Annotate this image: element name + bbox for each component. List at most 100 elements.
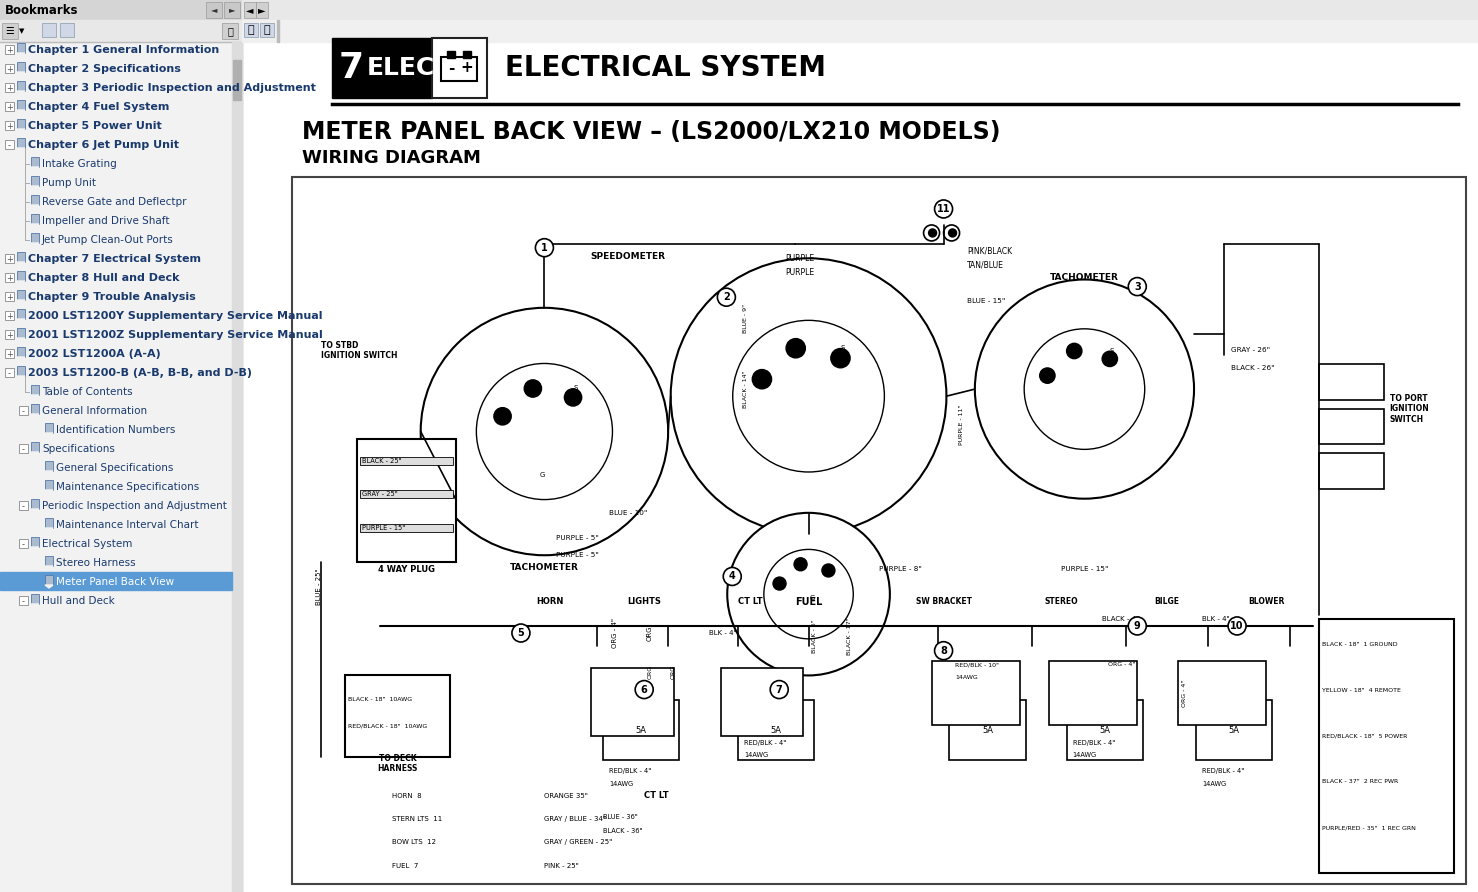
Circle shape [1128, 277, 1147, 295]
Text: 4: 4 [729, 572, 736, 582]
Circle shape [1228, 617, 1246, 635]
Bar [4, 330, 13, 339]
Bar [4, 45, 13, 54]
Text: BLUE - 36": BLUE - 36" [603, 814, 638, 820]
Text: YELLOW - 18"  4 REMOTE: YELLOW - 18" 4 REMOTE [1323, 688, 1401, 693]
Bar [4, 273, 13, 282]
Text: GRAY - 25": GRAY - 25" [362, 491, 398, 497]
Text: PURPLE - 15": PURPLE - 15" [1061, 566, 1108, 573]
Text: Hull and Deck: Hull and Deck [41, 596, 115, 606]
Bar [738, 700, 814, 760]
Text: Electrical System: Electrical System [41, 539, 133, 549]
Text: -: - [7, 369, 10, 378]
Bar [0, 0, 242, 892]
Text: BLUE - 15": BLUE - 15" [967, 298, 1005, 303]
Text: BLACK - 25": BLACK - 25" [362, 458, 401, 464]
Circle shape [476, 363, 612, 500]
Bar [31, 442, 38, 452]
Bar [18, 43, 25, 53]
Bar [44, 556, 53, 566]
Text: 5A: 5A [636, 726, 647, 735]
Text: Meter Panel Back View: Meter Panel Back View [56, 577, 174, 587]
Text: Bookmarks: Bookmarks [4, 4, 78, 16]
Bar [232, 42, 242, 892]
Bar [0, 572, 232, 590]
Bar [44, 423, 53, 433]
Bar [18, 328, 25, 338]
Text: 8: 8 [940, 646, 947, 656]
Text: General Information: General Information [41, 406, 148, 416]
Text: +: + [461, 61, 473, 76]
Polygon shape [44, 471, 53, 474]
Text: TO PORT
IGNITION
SWITCH: TO PORT IGNITION SWITCH [1389, 394, 1429, 424]
Polygon shape [44, 433, 53, 436]
Bar [31, 195, 38, 205]
Bar [4, 311, 13, 320]
Polygon shape [18, 319, 25, 322]
Polygon shape [44, 528, 53, 531]
Text: PURPLE - 5": PURPLE - 5" [556, 534, 599, 541]
Bar [31, 176, 38, 186]
Bar [61, 23, 74, 37]
Text: SW BRACKET: SW BRACKET [915, 597, 971, 606]
Text: HORN: HORN [537, 597, 565, 606]
Bar [333, 38, 370, 98]
Bar [720, 668, 803, 736]
Circle shape [421, 308, 668, 555]
Text: BILGE: BILGE [1154, 597, 1179, 606]
Polygon shape [31, 509, 38, 512]
Text: CT LT: CT LT [644, 791, 670, 800]
Text: SPEEDOMETER: SPEEDOMETER [591, 252, 665, 261]
Circle shape [934, 641, 952, 660]
Text: STERN LTS  11: STERN LTS 11 [392, 816, 442, 822]
Text: 14AWG: 14AWG [1202, 780, 1225, 787]
Circle shape [949, 229, 956, 237]
Polygon shape [31, 547, 38, 550]
Bar [359, 491, 454, 499]
Text: 5A: 5A [1100, 726, 1110, 735]
Polygon shape [18, 129, 25, 132]
Text: ◄: ◄ [247, 5, 254, 15]
Bar [260, 23, 273, 37]
Bar [276, 20, 279, 42]
Bar [18, 271, 25, 281]
Text: PURPLE: PURPLE [785, 254, 814, 263]
Text: General Specifications: General Specifications [56, 463, 173, 473]
Bar [31, 537, 38, 547]
Text: PURPLE/RED - 35"  1 REC GRN: PURPLE/RED - 35" 1 REC GRN [1323, 825, 1416, 830]
Polygon shape [18, 110, 25, 113]
Bar [244, 23, 259, 37]
Bar [41, 23, 56, 37]
Bar [931, 661, 1020, 725]
Bar [344, 675, 451, 756]
Circle shape [1039, 368, 1055, 384]
Text: -: - [22, 540, 25, 549]
Bar [591, 668, 674, 736]
Text: 3: 3 [1134, 282, 1141, 292]
Circle shape [636, 681, 653, 698]
Text: PURPLE - 15": PURPLE - 15" [362, 524, 405, 531]
Text: Chapter 2 Specifications: Chapter 2 Specifications [28, 64, 180, 74]
Text: Identification Numbers: Identification Numbers [56, 425, 176, 435]
Text: S: S [573, 385, 578, 392]
Polygon shape [18, 338, 25, 341]
Bar [222, 23, 238, 39]
Text: ORG: ORG [647, 665, 653, 679]
Text: Reverse Gate and Deflectpr: Reverse Gate and Deflectpr [41, 197, 186, 207]
Bar [4, 102, 13, 111]
Circle shape [770, 681, 788, 698]
Polygon shape [18, 72, 25, 75]
Bar [31, 214, 38, 224]
Text: PURPLE: PURPLE [785, 268, 814, 277]
Polygon shape [44, 490, 53, 493]
Circle shape [1103, 351, 1117, 367]
Text: +: + [6, 331, 13, 340]
Text: ORG: ORG [671, 665, 675, 679]
Text: 5A: 5A [770, 726, 782, 735]
Circle shape [1128, 617, 1147, 635]
Text: G: G [810, 595, 816, 601]
Text: ORANGE 35": ORANGE 35" [544, 793, 588, 798]
Bar [205, 2, 222, 18]
Bar [4, 83, 13, 92]
Text: +: + [6, 312, 13, 321]
